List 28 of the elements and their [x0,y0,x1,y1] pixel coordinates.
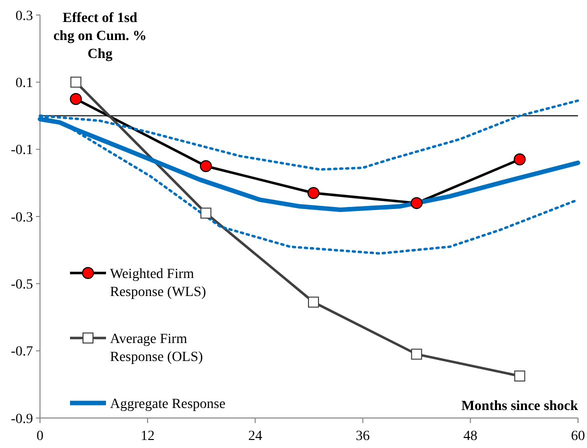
y-tick-label: -0.3 [10,210,33,226]
point [70,76,82,88]
x-tick-label: 0 [36,429,44,444]
x-tick-label: 12 [140,429,155,444]
x-axis-title: Months since shock [461,399,578,414]
y-tick-label: 0.1 [16,76,33,92]
point [200,208,212,219]
point [200,160,212,172]
x-tick-label: 36 [356,429,370,444]
point [307,186,320,199]
x-tick-label: 48 [463,429,478,444]
point [411,348,422,360]
y-tick-label: -0.7 [10,344,33,360]
y-tick-label: -0.1 [10,143,33,158]
y-tick-label: -0.5 [10,278,33,293]
point [514,153,526,166]
legend-label: Weighted Firm Response (WLS) [110,266,206,300]
x-tick-label: 24 [248,429,262,444]
point [410,197,423,210]
legend-label: Aggregate Response [110,396,226,412]
point [70,92,82,105]
x-tick-label: 60 [571,429,585,444]
text: Effect of 1sd chg on Cum. % Chg [53,11,147,62]
y-tick-label: 0.3 [16,8,33,24]
point [514,370,526,382]
y-tick-label: -0.9 [10,412,33,427]
point [308,296,319,308]
legend-label: Average Firm Response (OLS) [110,332,204,365]
